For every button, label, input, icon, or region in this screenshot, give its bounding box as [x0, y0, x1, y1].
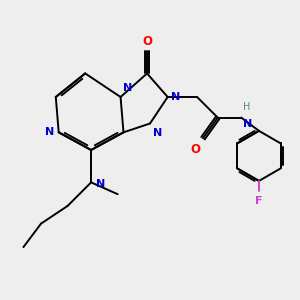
Text: H: H: [243, 102, 250, 112]
Text: N: N: [95, 179, 105, 189]
Text: N: N: [124, 82, 133, 93]
Text: O: O: [142, 35, 152, 48]
Text: N: N: [243, 119, 252, 129]
Text: F: F: [255, 196, 263, 206]
Text: N: N: [171, 92, 181, 102]
Text: O: O: [190, 142, 200, 156]
Text: N: N: [45, 127, 54, 137]
Text: N: N: [153, 128, 162, 138]
